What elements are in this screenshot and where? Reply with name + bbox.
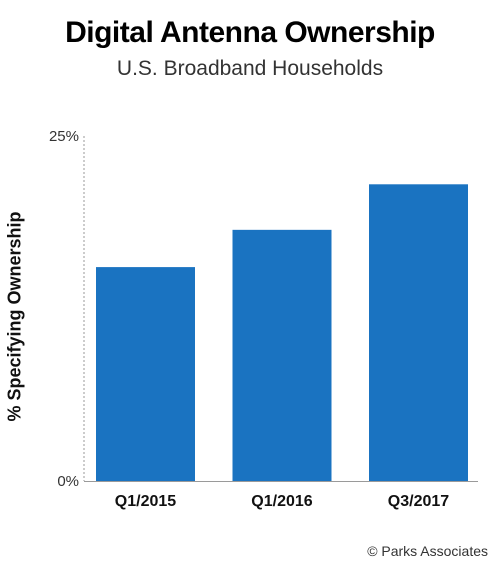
labels: 0% 25% Q1/2015 Q1/2016 Q3/2017 (49, 128, 449, 510)
x-tick-label: Q3/2017 (388, 493, 449, 510)
bar (369, 184, 468, 482)
chart-subtitle: U.S. Broadband Households (116, 57, 384, 80)
bars (96, 184, 468, 482)
x-tick-label: Q1/2015 (115, 493, 176, 510)
source-credit: © Parks Associates (367, 543, 488, 559)
y-tick-label: 0% (57, 473, 79, 490)
x-tick-label: Q1/2016 (251, 493, 312, 510)
y-tick-label: 25% (49, 128, 79, 145)
axes (83, 136, 478, 482)
bar (232, 229, 332, 481)
bar (96, 267, 195, 481)
chart-title: Digital Antenna Ownership (65, 16, 435, 49)
